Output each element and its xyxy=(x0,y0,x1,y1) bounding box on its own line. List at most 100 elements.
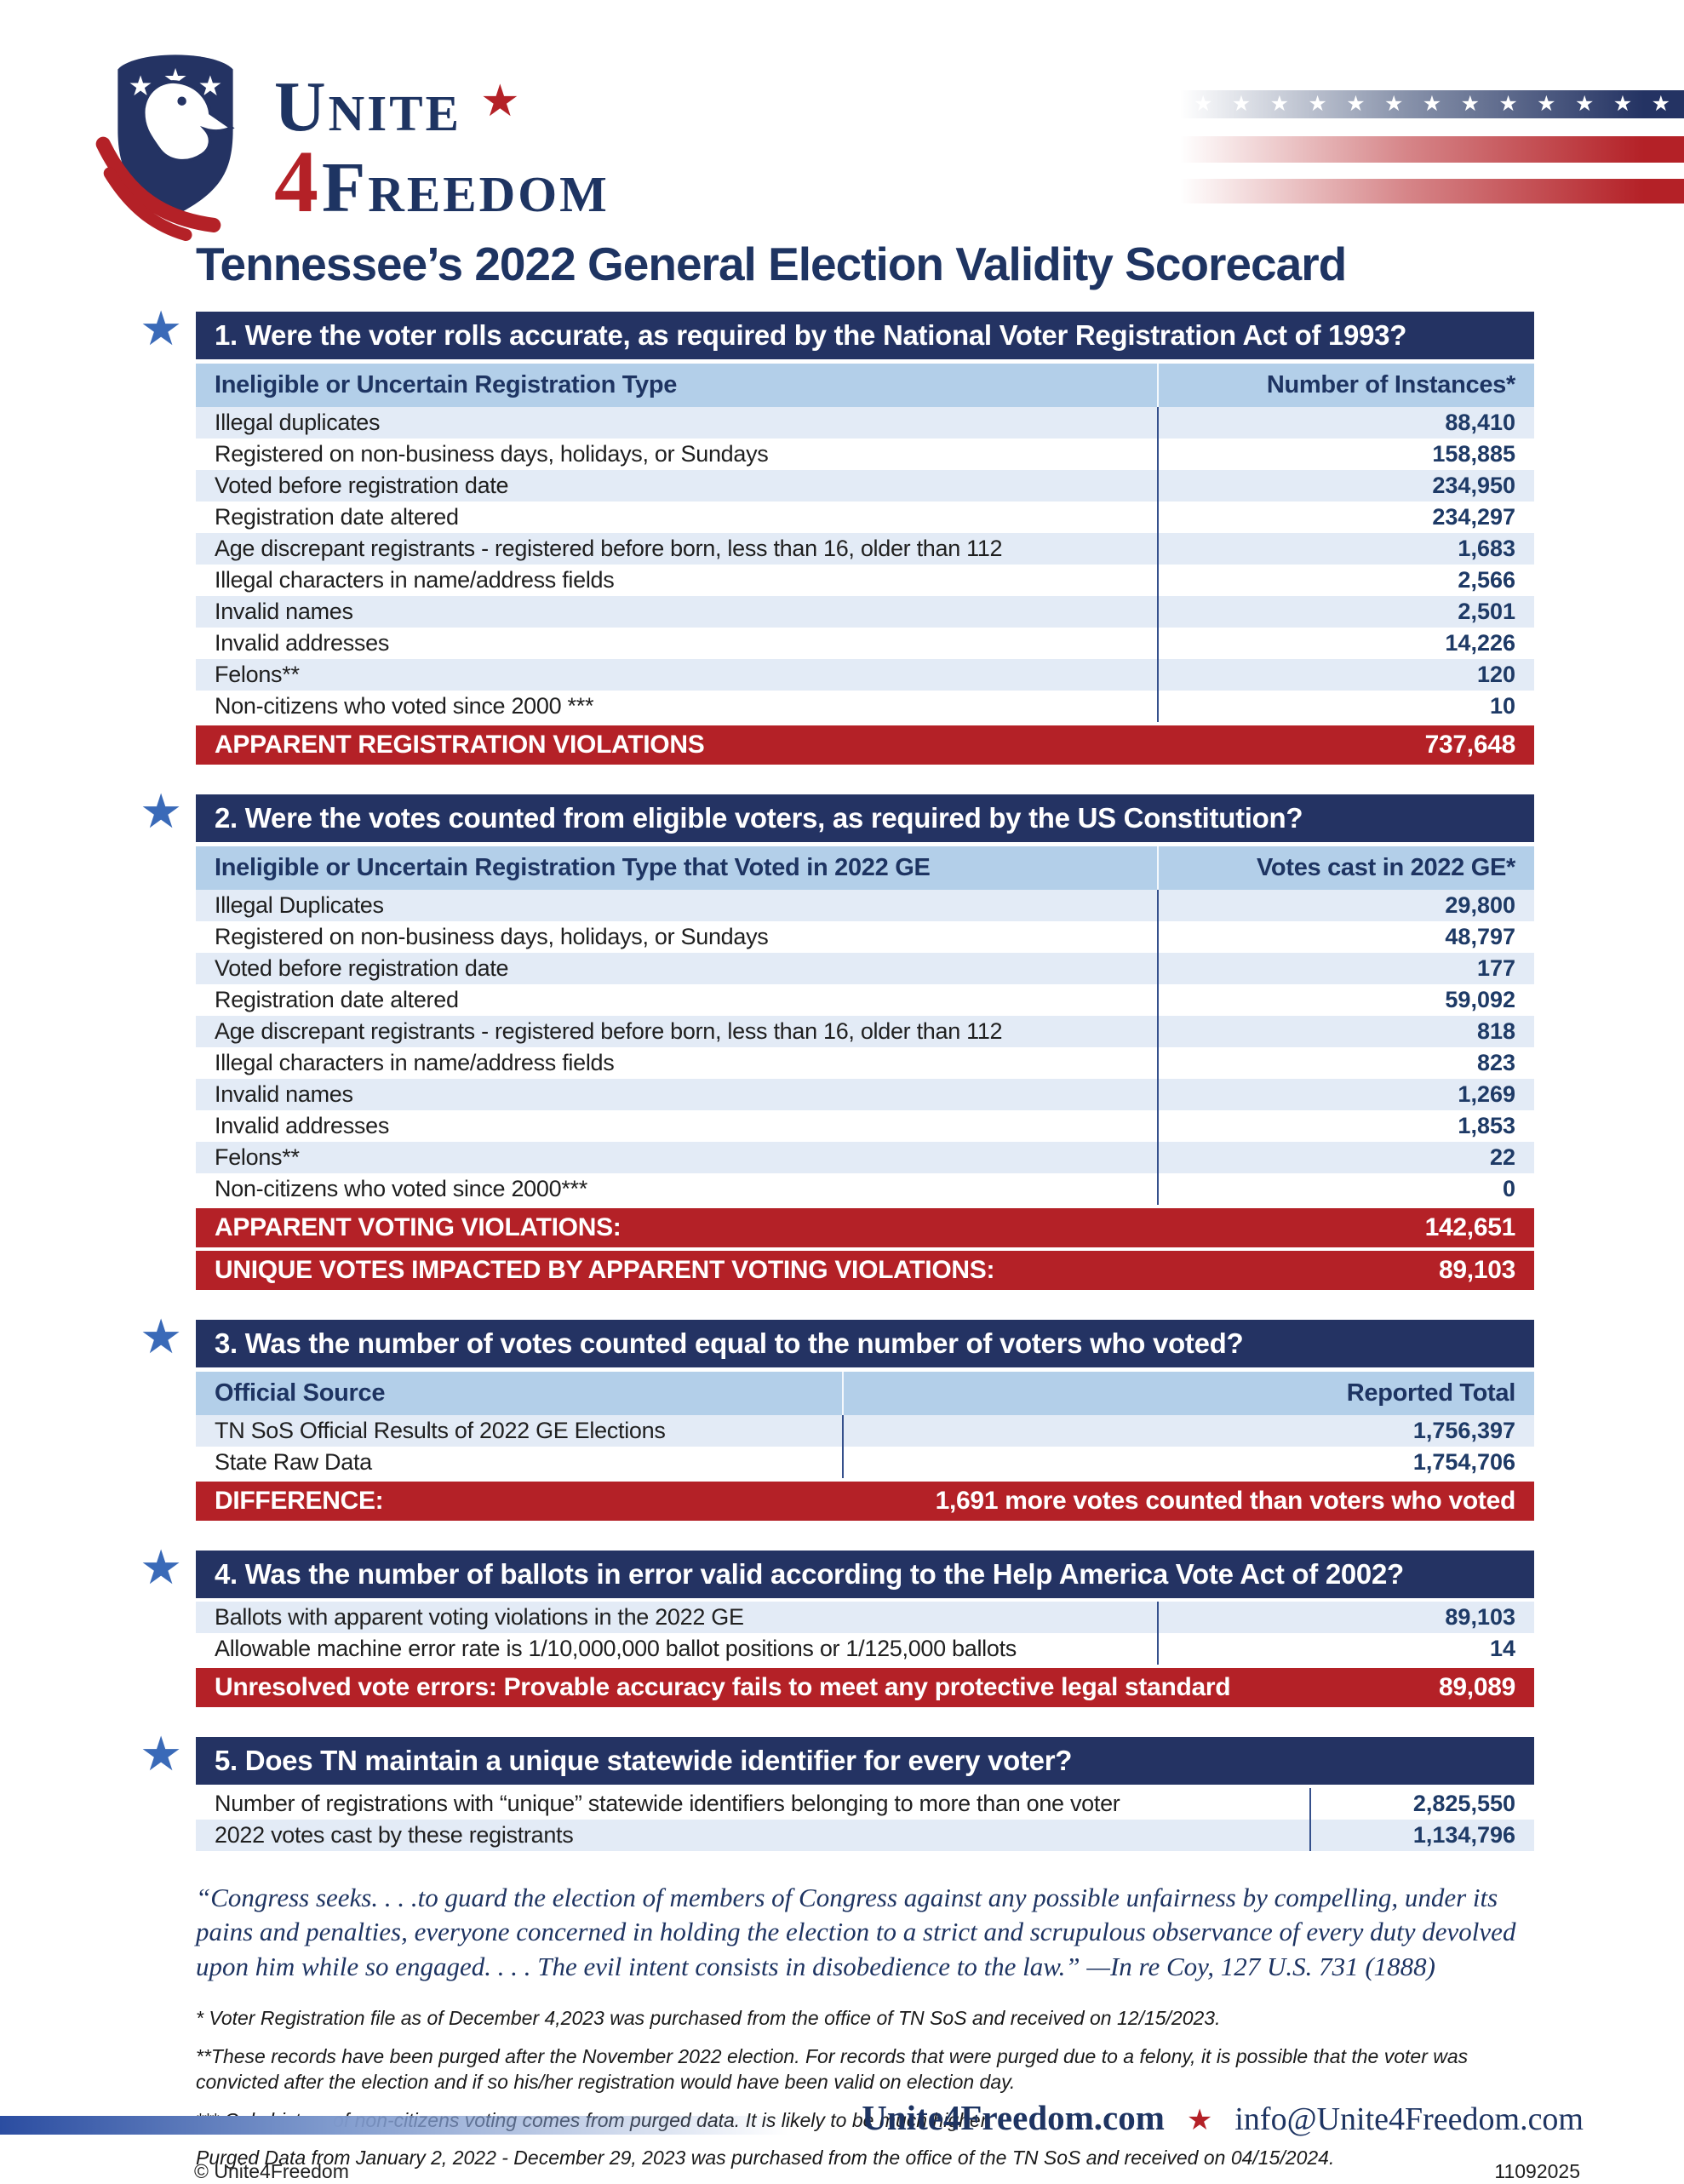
flag-star-icon: ★ xyxy=(1422,92,1442,116)
scorecard-document: Tennessee’s 2022 General Election Validi… xyxy=(140,237,1534,2184)
total-value: 89,103 xyxy=(1439,1256,1515,1284)
section-star-icon: ★ xyxy=(140,1727,183,1780)
table-row: State Raw Data 1,754,706 xyxy=(196,1447,1534,1478)
table-column-header: Official Source Reported Total xyxy=(196,1372,1534,1415)
table-body: TN SoS Official Results of 2022 GE Elect… xyxy=(196,1415,1534,1478)
row-value: 818 xyxy=(1156,1016,1534,1047)
table-row: Invalid addresses 1,853 xyxy=(196,1110,1534,1142)
section-star-icon: ★ xyxy=(140,784,183,838)
page-title: Tennessee’s 2022 General Election Validi… xyxy=(196,238,1347,290)
flag-star-icon: ★ xyxy=(1383,92,1404,116)
flag-star-icon: ★ xyxy=(1460,92,1480,116)
total-label: APPARENT REGISTRATION VIOLATIONS xyxy=(215,731,705,759)
row-label: Allowable machine error rate is 1/10,000… xyxy=(215,1636,1017,1661)
total-label: DIFFERENCE: xyxy=(215,1487,384,1515)
section-header-bar: 3. Was the number of votes counted equal… xyxy=(196,1320,1534,1367)
row-label: Voted before registration date xyxy=(215,955,509,981)
logo-word-freedom: Freedom xyxy=(322,147,610,227)
total-label: UNIQUE VOTES IMPACTED BY APPARENT VOTING… xyxy=(215,1256,995,1284)
row-value: 823 xyxy=(1156,1047,1534,1079)
table-row: Voted before registration date 177 xyxy=(196,953,1534,984)
column-header-label: Ineligible or Uncertain Registration Typ… xyxy=(215,371,678,398)
table-row: Ballots with apparent voting violations … xyxy=(196,1602,1534,1633)
row-value: 1,269 xyxy=(1156,1079,1534,1110)
section-header-bar: 1. Were the voter rolls accurate, as req… xyxy=(196,312,1534,359)
row-value: 234,950 xyxy=(1156,470,1534,502)
quote-text: “Congress seeks. . . .to guard the elect… xyxy=(196,1883,1516,1981)
scorecard-section: ★ 1. Were the voter rolls accurate, as re… xyxy=(140,305,1534,765)
section-header-bar: 5. Does TN maintain a unique statewide i… xyxy=(196,1737,1534,1785)
row-value: 0 xyxy=(1156,1173,1534,1205)
flag-star-icon: ★ xyxy=(1651,92,1670,116)
flag-star-icon: ★ xyxy=(1574,92,1595,116)
row-value: 14,226 xyxy=(1156,628,1534,659)
row-value: 1,754,706 xyxy=(842,1447,1534,1478)
row-value: 89,103 xyxy=(1156,1602,1534,1633)
section-star-icon: ★ xyxy=(140,1540,183,1594)
row-label: Voted before registration date xyxy=(215,473,509,498)
table-column-header: Ineligible or Uncertain Registration Typ… xyxy=(196,364,1534,407)
table-row: Illegal duplicates 88,410 xyxy=(196,407,1534,439)
row-label: Illegal characters in name/address field… xyxy=(215,567,615,593)
footer-code: 11092025 xyxy=(1494,2160,1580,2182)
table-row: Invalid names 1,269 xyxy=(196,1079,1534,1110)
row-label: Registration date altered xyxy=(215,504,459,530)
flag-stars-stripe: ★ ★ ★ ★ ★ ★ ★ ★ ★ ★ ★ ★ ★ xyxy=(1180,90,1684,118)
flag-red-stripe xyxy=(1180,179,1684,203)
section-title: 3. Was the number of votes counted equal… xyxy=(215,1327,1244,1359)
total-bar: APPARENT VOTING VIOLATIONS: 142,651 xyxy=(196,1208,1534,1247)
logo-word-unite: Unite xyxy=(274,66,461,146)
column-header-value: Votes cast in 2022 GE* xyxy=(1156,846,1534,890)
table-row: Allowable machine error rate is 1/10,000… xyxy=(196,1633,1534,1665)
flag-star-icon: ★ xyxy=(1537,92,1556,116)
row-label: Invalid addresses xyxy=(215,630,390,656)
total-value: 142,651 xyxy=(1424,1213,1516,1241)
section-header-bar: 4. Was the number of ballots in error va… xyxy=(196,1551,1534,1598)
flag-star-icon: ★ xyxy=(1612,92,1633,116)
row-value: 1,853 xyxy=(1156,1110,1534,1142)
total-value: 737,648 xyxy=(1424,731,1516,759)
flag-star-icon: ★ xyxy=(1346,92,1366,116)
table-body: Ballots with apparent voting violations … xyxy=(196,1602,1534,1665)
row-value: 234,297 xyxy=(1156,502,1534,533)
table-row: Voted before registration date 234,950 xyxy=(196,470,1534,502)
section-title: 4. Was the number of ballots in error va… xyxy=(215,1558,1404,1590)
logo-number-4: 4 xyxy=(274,132,318,231)
row-label: Invalid names xyxy=(215,1081,353,1107)
total-bar: Unresolved vote errors: Provable accurac… xyxy=(196,1668,1534,1707)
scorecard-section: ★ 2. Were the votes counted from eligible… xyxy=(140,788,1534,1290)
section-star-icon: ★ xyxy=(140,1310,183,1363)
eagle-shield-icon: ★ ★ ★ xyxy=(95,54,235,241)
column-header-label: Ineligible or Uncertain Registration Typ… xyxy=(215,854,931,881)
row-label: Non-citizens who voted since 2000*** xyxy=(215,1176,587,1201)
flag-star-icon: ★ xyxy=(1308,92,1327,116)
row-label: Registered on non-business days, holiday… xyxy=(215,924,769,949)
logo-wordmark: Unite ★ 4 Freedom xyxy=(274,66,610,231)
flag-star-icon: ★ xyxy=(1269,92,1290,116)
row-label: Invalid addresses xyxy=(215,1113,390,1138)
footer-website: Unite4Freedom.com xyxy=(862,2098,1165,2137)
footer-gradient-rule xyxy=(0,2116,822,2135)
row-value: 59,092 xyxy=(1156,984,1534,1016)
row-label: Illegal characters in name/address field… xyxy=(215,1050,615,1075)
table-row: Illegal Duplicates 29,800 xyxy=(196,890,1534,921)
row-label: TN SoS Official Results of 2022 GE Elect… xyxy=(215,1418,666,1443)
quote-attribution: —In re Coy, 127 U.S. 731 (1888) xyxy=(1086,1951,1435,1981)
flag-banner: ★ ★ ★ ★ ★ ★ ★ ★ ★ ★ ★ ★ ★ xyxy=(1180,90,1684,203)
unite4freedom-logo: ★ ★ ★ Unite ★ 4 Freedom xyxy=(90,49,610,245)
row-label: State Raw Data xyxy=(215,1449,372,1475)
row-value: 22 xyxy=(1156,1142,1534,1173)
row-label: Age discrepant registrants - registered … xyxy=(215,536,1003,561)
row-label: Ballots with apparent voting violations … xyxy=(215,1604,744,1630)
row-label: Age discrepant registrants - registered … xyxy=(215,1018,1003,1044)
table-body: Illegal duplicates 88,410 Registered on no… xyxy=(196,407,1534,722)
table-column-header: Ineligible or Uncertain Registration Typ… xyxy=(196,846,1534,890)
row-value: 120 xyxy=(1156,659,1534,691)
row-label: Registered on non-business days, holiday… xyxy=(215,441,769,467)
table-row: Registration date altered 234,297 xyxy=(196,502,1534,533)
footnote: * Voter Registration file as of December… xyxy=(196,2006,1221,2029)
footnote: **These records have been purged after t… xyxy=(196,2044,1469,2093)
column-header-value: Reported Total xyxy=(842,1372,1534,1415)
table-row: Invalid names 2,501 xyxy=(196,596,1534,628)
table-row: Non-citizens who voted since 2000 *** 10 xyxy=(196,691,1534,722)
